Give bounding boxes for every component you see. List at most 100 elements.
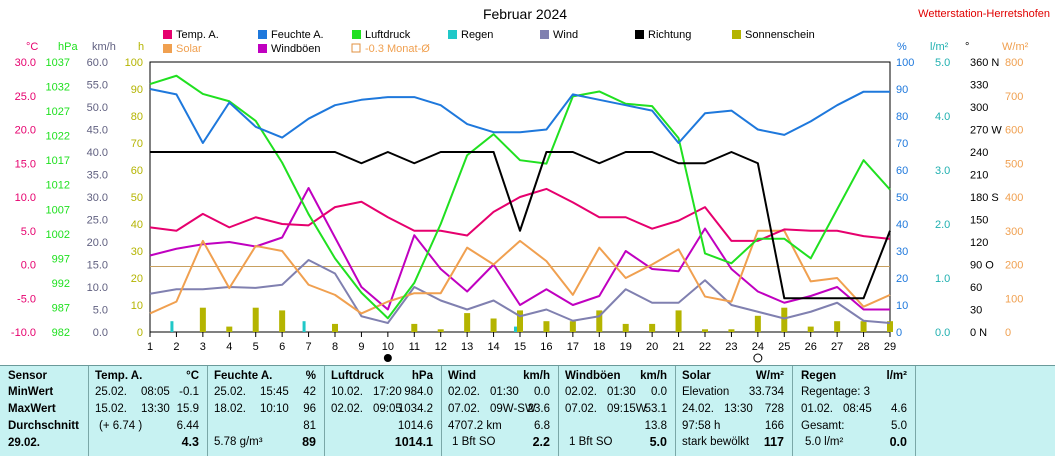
wind-min-date: 02.02. — [448, 386, 480, 398]
sensor-header: Sensor — [8, 370, 47, 382]
solar-condition: stark bewölkt — [682, 436, 750, 448]
axis-tick: 600 — [1005, 125, 1023, 137]
axis-tick: 100 — [125, 57, 143, 69]
axis-tick: 60.0 — [87, 57, 108, 69]
axis-tick: 0 — [896, 327, 902, 339]
sunshine-bar — [807, 326, 814, 332]
axis-tick: 25.0 — [87, 215, 108, 227]
axis-tick: 20 — [131, 273, 143, 285]
solar-line — [149, 229, 891, 315]
axis-tick: 90 — [896, 84, 908, 96]
temp-line — [149, 187, 891, 242]
temp-avg-value: 6.44 — [176, 420, 199, 432]
axis-tick: 50 — [896, 192, 908, 204]
axis-tick: 80 — [131, 111, 143, 123]
legend-swatch — [163, 44, 172, 53]
legend-swatch — [351, 43, 361, 53]
axis-tick: 200 — [1005, 260, 1023, 272]
solar-max-date: 24.02. — [682, 403, 714, 415]
axis-tick: 360 N — [970, 57, 999, 69]
axis-tick: 210 — [970, 170, 988, 182]
axis-tick: 120 — [970, 237, 988, 249]
sunshine-bar — [728, 329, 735, 332]
axis-tick: 1017 — [46, 155, 70, 167]
axis-tick: 30.0 — [15, 57, 36, 69]
sunshine-bar — [543, 321, 550, 332]
legend: Temp. A. Feuchte A. Luftdruck Regen Wind Rich… — [163, 29, 815, 55]
axis-tick: 500 — [1005, 158, 1023, 170]
axis-tick: 800 — [1005, 57, 1023, 69]
x-tick-label: 12 — [435, 341, 447, 353]
axis-tick: 992 — [52, 278, 70, 290]
wind-min-time: 01:30 — [490, 386, 519, 398]
x-tick-label: 2 — [173, 341, 179, 353]
legend-swatch — [258, 44, 267, 53]
legend-label: Sonnenschein — [745, 29, 815, 41]
sunshine-bar — [279, 310, 286, 332]
wind-distance: 4707.2 km — [448, 420, 502, 432]
gust-min-time: 01:30 — [607, 386, 636, 398]
summary-col-temp: Temp. A. °C 25.02. 08:05 -0.1 15.02. 13:30 15… — [89, 366, 208, 456]
axis-tick: 45.0 — [87, 125, 108, 137]
sunshine-bar — [226, 326, 233, 332]
axis-tick: 0.0 — [935, 327, 950, 339]
wind-line — [149, 259, 891, 324]
axis-tick: 40 — [896, 219, 908, 231]
legend-swatch — [732, 30, 741, 39]
solar-day-value: 117 — [763, 435, 784, 449]
axis-tick: 1.0 — [935, 273, 950, 285]
plot-series — [149, 74, 893, 332]
legend-swatch — [352, 30, 361, 39]
axis-tick: 240 — [970, 147, 988, 159]
axis-tick: 35.0 — [87, 170, 108, 182]
pressure-max-value: 1034.2 — [397, 403, 433, 415]
axis-tick: 10.0 — [87, 282, 108, 294]
solar-max-time: 13:30 — [724, 403, 753, 415]
axis-tick: 80 — [896, 111, 908, 123]
solar-elevation-label: Elevation — [682, 386, 730, 398]
pressure-day-value: 1014.1 — [394, 435, 433, 449]
x-tick-label: 5 — [253, 341, 259, 353]
legend-label: Wind — [553, 29, 578, 41]
axis-tick: 30 — [896, 246, 908, 258]
humidity-min-time: 15:45 — [260, 386, 289, 398]
x-tick-label: 28 — [857, 341, 869, 353]
axis-unit: h — [138, 41, 144, 53]
rain-total-label: Gesamt: — [801, 420, 845, 432]
gust-line — [149, 187, 890, 311]
legend-label: Feuchte A. — [271, 29, 324, 41]
gust-max-time: 09:15W — [607, 403, 647, 415]
x-tick-label: 7 — [306, 341, 312, 353]
rain-bar — [170, 321, 174, 332]
summary-col-sensor: Sensor MinWert MaxWert Durchschnitt 29.0… — [0, 366, 89, 456]
direction-line — [150, 151, 891, 300]
axis-tick: 60 — [896, 165, 908, 177]
humidity-avg-value: 81 — [303, 420, 316, 432]
axis-tick: 100 — [896, 57, 914, 69]
axis-tick: 5.0 — [21, 226, 36, 238]
x-tick-label: 9 — [358, 341, 364, 353]
sunshine-bar — [490, 318, 497, 332]
pressure-avg-value: 1014.6 — [397, 420, 433, 432]
axis-tick: 1002 — [46, 229, 70, 241]
axis-tick: 330 — [970, 80, 988, 92]
sunshine-bar — [781, 307, 788, 332]
rain-month-total: 5.0 l/m² — [805, 436, 844, 448]
humidity-day-value: 89 — [302, 435, 316, 449]
axis-tick: 1027 — [46, 106, 70, 118]
legend-label: -0.3 Monat-Ø — [365, 43, 430, 55]
station-name[interactable]: Wetterstation-Herretshofen — [918, 8, 1050, 20]
pressure-max-time: 09:05 — [373, 403, 402, 415]
x-tick-label: 25 — [778, 341, 790, 353]
humidity-min-date: 25.02. — [214, 386, 246, 398]
summary-col-gust: Windböen km/h 02.02. 01:30 0.0 07.02. 09:15W… — [559, 366, 676, 456]
summary-col-wind: Wind km/h 02.02. 01:30 0.0 07.02. 09W-SW 23.6… — [442, 366, 559, 456]
axis-tick: 1032 — [46, 82, 70, 94]
axis-tick: 4.0 — [935, 111, 950, 123]
x-tick-label: 8 — [332, 341, 338, 353]
axis-unit: hPa — [58, 41, 78, 53]
axis-tick: 55.0 — [87, 80, 108, 92]
legend-swatch — [635, 30, 644, 39]
axis-tick: 1007 — [46, 204, 70, 216]
summary-col-solar: Solar W/m² Elevation 33.734 24.02. 13:30 728… — [676, 366, 793, 456]
